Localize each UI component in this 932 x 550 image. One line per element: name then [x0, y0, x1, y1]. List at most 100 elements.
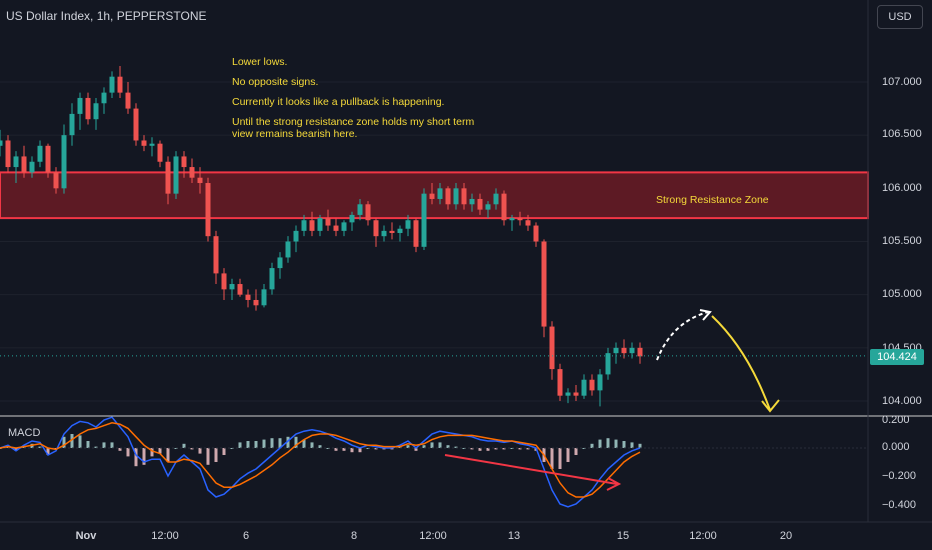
- histogram-bar: [342, 448, 346, 451]
- currency-button[interactable]: USD: [877, 5, 923, 29]
- histogram-bar: [270, 438, 274, 448]
- candle-body: [469, 198, 475, 205]
- divergence-line: [444, 454, 618, 485]
- histogram-bar: [214, 448, 218, 462]
- candle-body: [77, 97, 83, 114]
- candle-body: [325, 218, 331, 226]
- candle-body: [357, 204, 363, 215]
- macd-label: MACD: [8, 427, 41, 439]
- zone-label: Strong Resistance Zone: [656, 194, 769, 206]
- candle-body: [501, 193, 507, 221]
- histogram-bar: [46, 448, 50, 455]
- candle-body: [597, 374, 603, 391]
- candle-body: [229, 284, 235, 290]
- candle-body: [637, 347, 643, 357]
- candle-body: [517, 218, 523, 221]
- histogram-bar: [438, 442, 442, 448]
- histogram-bar: [134, 448, 138, 467]
- histogram-bar: [14, 448, 18, 451]
- candle-body: [349, 214, 355, 223]
- histogram-bar: [310, 442, 314, 448]
- price-tick: 106.000: [882, 182, 922, 194]
- candle-body: [389, 230, 395, 233]
- time-tick: 8: [350, 530, 358, 542]
- divergence-arrowhead: [606, 477, 622, 491]
- candle-body: [293, 230, 299, 242]
- candle-body: [381, 230, 387, 237]
- histogram-bar: [614, 439, 618, 448]
- candle-body: [509, 218, 515, 221]
- histogram-bar: [70, 434, 74, 448]
- histogram-bar: [486, 448, 490, 451]
- histogram-bar: [86, 441, 90, 448]
- candle-body: [317, 218, 323, 231]
- price-tick: 106.500: [882, 128, 922, 140]
- histogram-bar: [246, 441, 250, 448]
- histogram-bar: [158, 448, 162, 454]
- candle-body: [525, 220, 531, 226]
- histogram-bar: [414, 448, 418, 451]
- candle-body: [285, 241, 291, 258]
- macd-line: [0, 416, 641, 508]
- price-tick: 104.000: [882, 395, 922, 407]
- histogram-bar: [558, 448, 562, 469]
- candle-body: [37, 145, 43, 162]
- candle-body: [45, 145, 51, 173]
- time-tick: 12:00: [151, 530, 179, 542]
- macd-tick: −0.200: [882, 470, 916, 482]
- annotation-notes: Lower lows. No opposite signs. Currently…: [232, 56, 492, 148]
- candle-body: [165, 161, 171, 194]
- histogram-bar: [622, 441, 626, 448]
- time-tick: 20: [779, 530, 793, 542]
- macd-tick: 0.200: [882, 414, 910, 426]
- macd-tick: 0.000: [882, 441, 910, 453]
- candle-body: [173, 156, 179, 194]
- histogram-bar: [494, 448, 498, 450]
- price-tick: 107.000: [882, 76, 922, 88]
- candle-body: [245, 294, 251, 300]
- histogram-bar: [78, 435, 82, 448]
- histogram-bar: [190, 448, 194, 450]
- candle-body: [301, 220, 307, 231]
- histogram-bar: [358, 448, 362, 453]
- histogram-bar: [142, 448, 146, 465]
- histogram-bar: [302, 439, 306, 448]
- histogram-bar: [150, 448, 154, 457]
- histogram-bar: [278, 438, 282, 448]
- candle-body: [581, 379, 587, 396]
- macd-pane: [0, 416, 868, 508]
- candle-body: [461, 188, 467, 205]
- histogram-bar: [206, 448, 210, 465]
- candle-body: [477, 198, 483, 210]
- histogram-bar: [566, 448, 570, 462]
- histogram-bar: [374, 448, 378, 450]
- candle-body: [109, 76, 115, 93]
- histogram-bar: [182, 443, 186, 448]
- histogram-bar: [238, 442, 242, 448]
- candle-body: [221, 273, 227, 290]
- histogram-bar: [318, 445, 322, 448]
- histogram-bar: [630, 442, 634, 448]
- candle-body: [277, 257, 283, 269]
- candle-body: [557, 369, 563, 396]
- arrowhead-white: [699, 309, 712, 321]
- candle-body: [0, 140, 3, 146]
- histogram-bar: [94, 446, 98, 448]
- candle-body: [373, 220, 379, 237]
- candle-body: [21, 156, 27, 173]
- candle-body: [261, 289, 267, 306]
- histogram-bar: [222, 448, 226, 455]
- histogram-bar: [110, 442, 114, 448]
- arrowhead-yellow: [761, 399, 780, 413]
- candle-body: [93, 103, 99, 120]
- candle-body: [149, 143, 155, 146]
- histogram-bar: [526, 448, 530, 450]
- histogram-bar: [118, 448, 122, 451]
- candle-body: [541, 241, 547, 327]
- candle-body: [405, 220, 411, 229]
- candle-body: [573, 392, 579, 396]
- candle-body: [69, 113, 75, 136]
- histogram-bar: [334, 448, 338, 451]
- time-tick: 12:00: [419, 530, 447, 542]
